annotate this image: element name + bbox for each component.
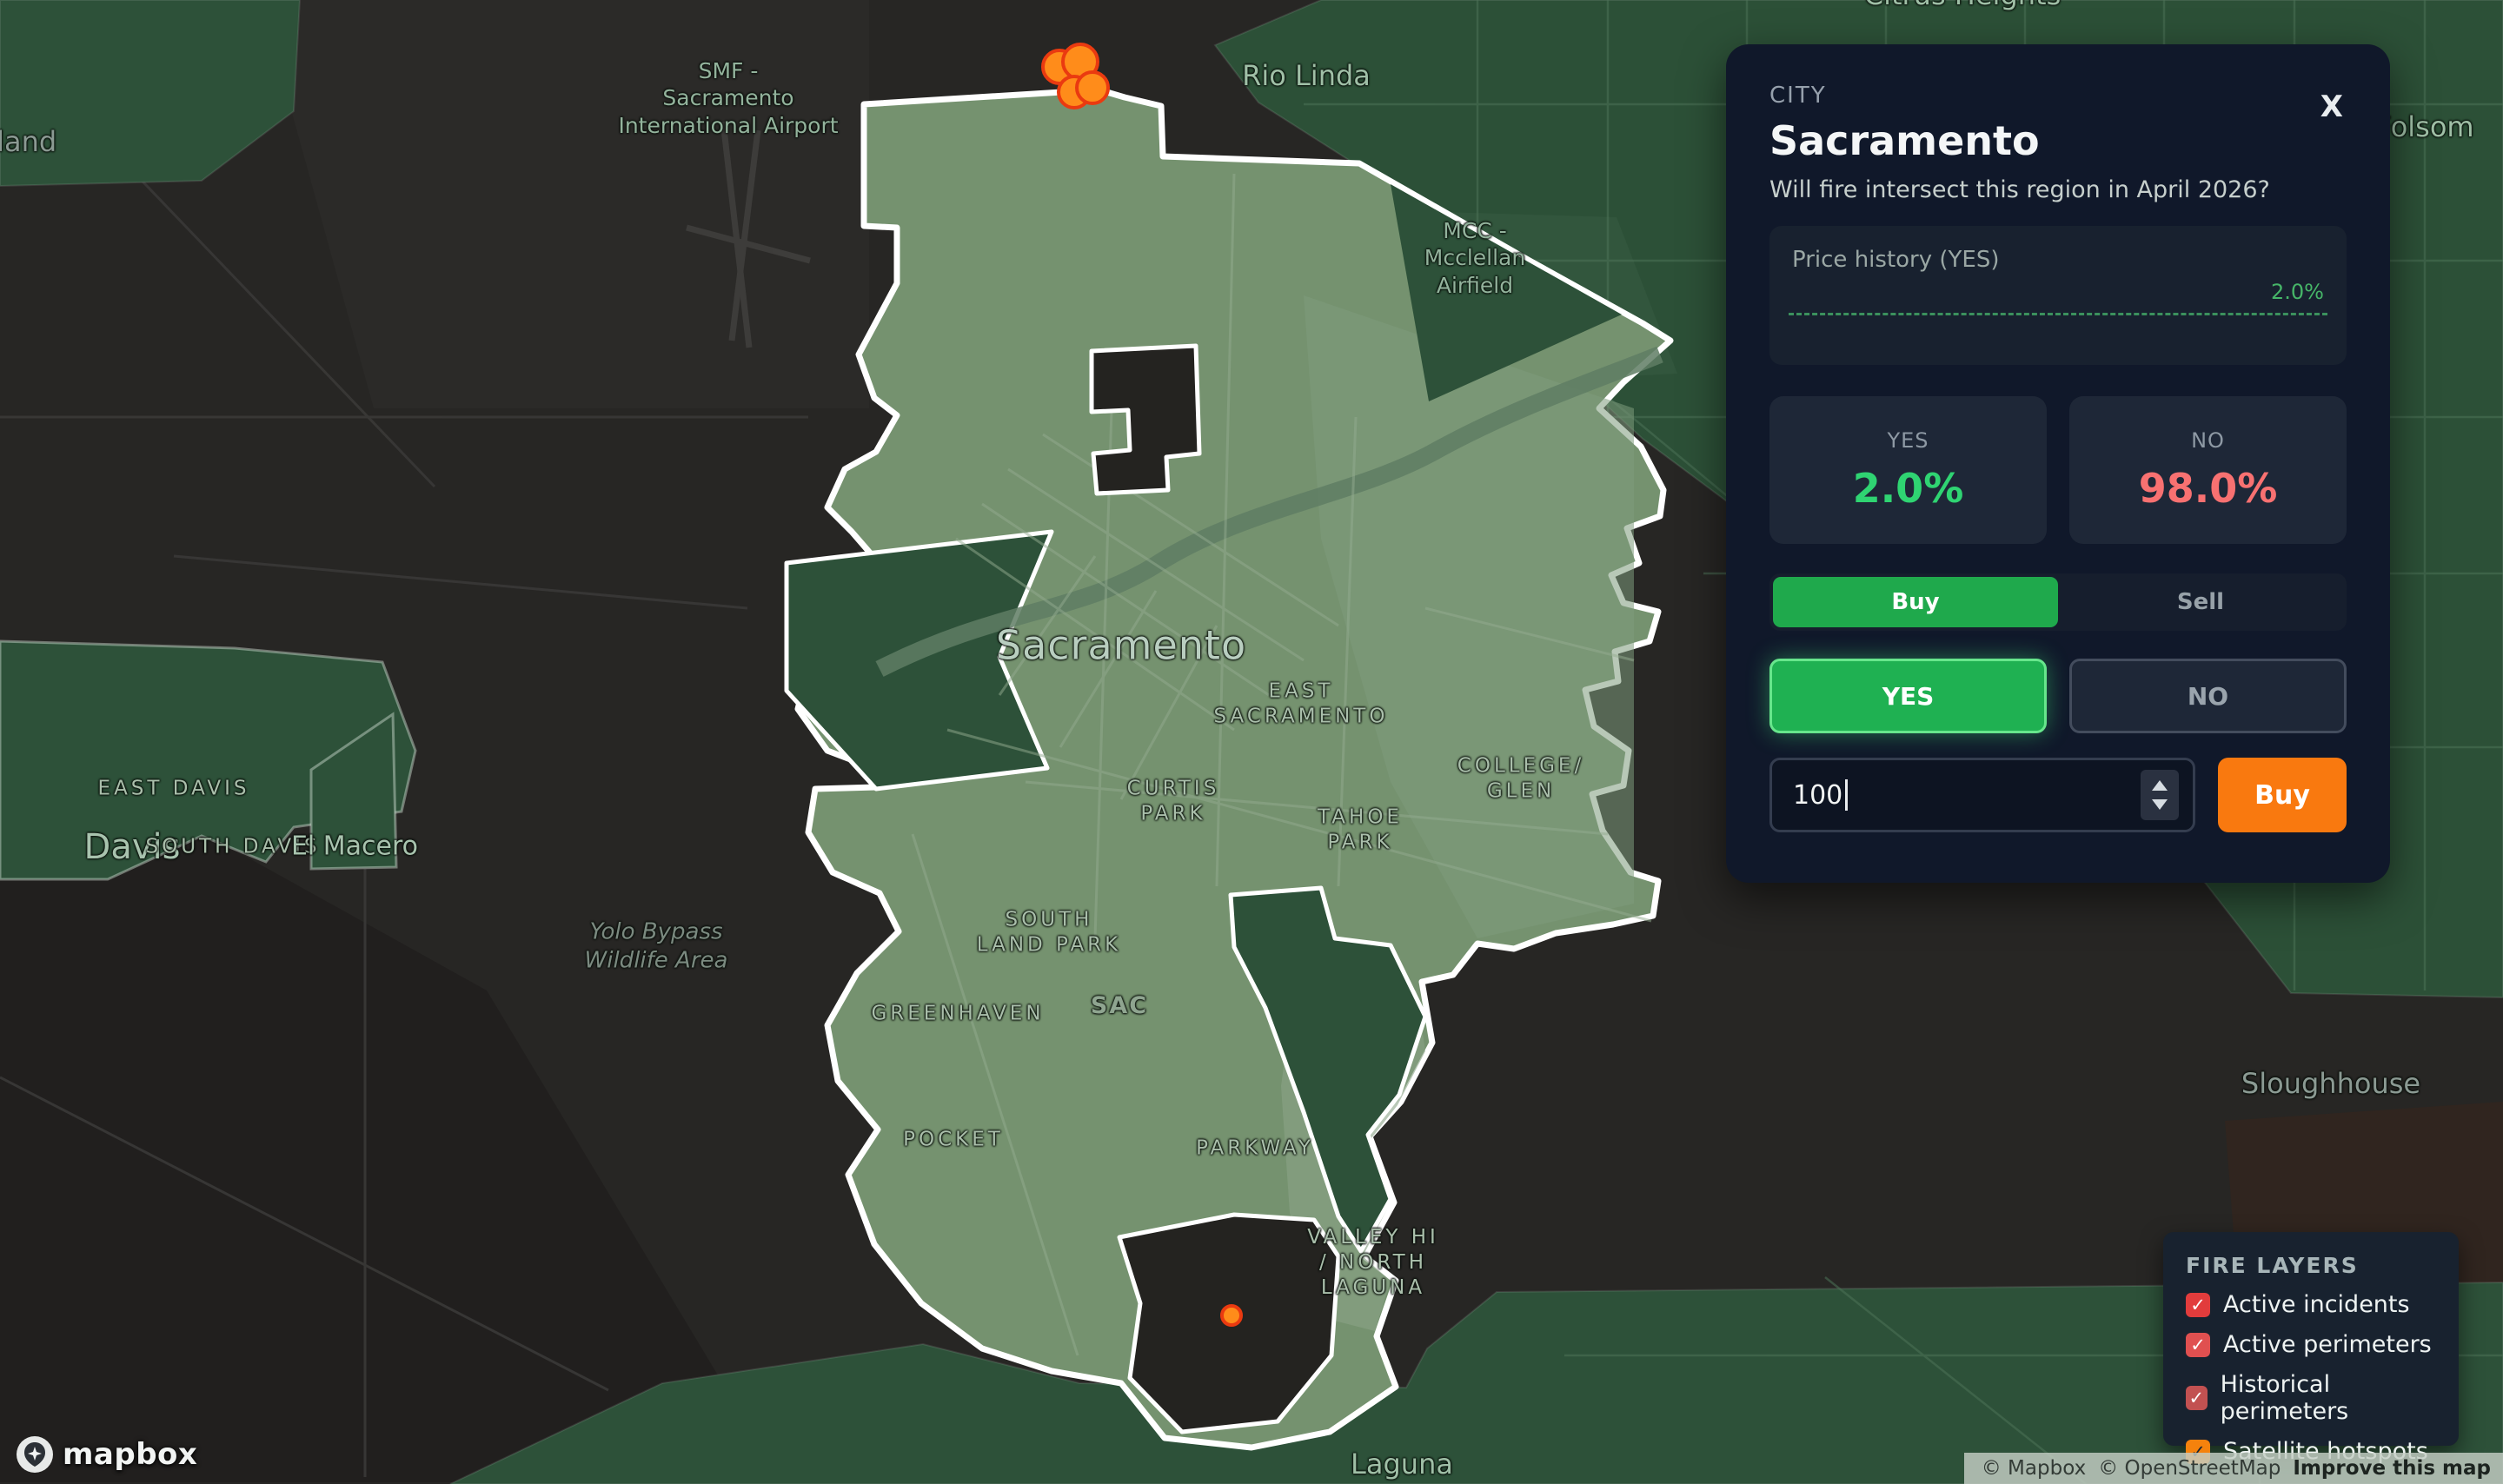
- improve-map-link[interactable]: Improve this map: [2293, 1457, 2491, 1480]
- outcome-value: 98.0%: [2138, 465, 2278, 512]
- outcome-box-no: NO 98.0%: [2069, 396, 2347, 544]
- market-panel: CITY X Sacramento Will fire intersect th…: [1726, 44, 2390, 883]
- mapbox-attribution[interactable]: © Mapbox: [1981, 1457, 2087, 1480]
- outcome-label: YES: [1887, 428, 1929, 453]
- outcome-value: 2.0%: [1852, 465, 1964, 512]
- side-button-no[interactable]: NO: [2069, 659, 2347, 733]
- quantity-stepper[interactable]: [2141, 770, 2179, 820]
- mapbox-logo[interactable]: mapbox: [16, 1435, 197, 1474]
- fire-layer-row: ✓ Active incidents: [2186, 1291, 2436, 1318]
- side-button-yes[interactable]: YES: [1769, 659, 2047, 733]
- mapbox-logo-icon: [17, 1436, 53, 1473]
- stepper-down-icon[interactable]: [2152, 799, 2168, 810]
- quantity-input[interactable]: 100: [1769, 758, 2195, 832]
- fire-layers-panel: FIRE LAYERS ✓ Active incidents ✓ Active per…: [2163, 1232, 2459, 1465]
- fire-layer-row: ✓ Active perimeters: [2186, 1331, 2436, 1358]
- hotspot-marker[interactable]: [1220, 1304, 1243, 1327]
- fire-layer-label: Active incidents: [2223, 1291, 2410, 1318]
- tab-buy[interactable]: Buy: [1773, 577, 2058, 627]
- tab-sell[interactable]: Sell: [2176, 589, 2225, 615]
- checkbox-historical-perimeters[interactable]: ✓: [2186, 1386, 2208, 1410]
- outcome-box-yes: YES 2.0%: [1769, 396, 2047, 544]
- category-label: CITY: [1769, 83, 1827, 109]
- stepper-up-icon[interactable]: [2152, 780, 2168, 791]
- hotspot-marker[interactable]: [1075, 70, 1110, 105]
- panel-title: Sacramento: [1769, 117, 2040, 164]
- side-buttons: YES NO: [1769, 659, 2347, 733]
- checkbox-active-incidents[interactable]: ✓: [2186, 1292, 2210, 1317]
- osm-attribution[interactable]: © OpenStreetMap: [2098, 1457, 2281, 1480]
- market-question: Will fire intersect this region in April…: [1769, 176, 2270, 203]
- fire-layer-label: Active perimeters: [2223, 1331, 2432, 1358]
- fire-layer-row: ✓ Historical perimeters: [2186, 1371, 2436, 1425]
- submit-buy-button[interactable]: Buy: [2218, 758, 2347, 832]
- chart-current-value: 2.0%: [2271, 280, 2324, 304]
- fire-layers-title: FIRE LAYERS: [2186, 1253, 2359, 1278]
- close-icon[interactable]: X: [2320, 89, 2343, 124]
- quantity-value: 100: [1793, 779, 1843, 811]
- text-caret: [1845, 779, 1849, 811]
- outcome-label: NO: [2191, 428, 2225, 453]
- price-history-chart: Price history (YES) 2.0%: [1769, 226, 2347, 365]
- chart-title: Price history (YES): [1792, 247, 2000, 273]
- fire-layers-list: ✓ Active incidents ✓ Active perimeters ✓ Hist…: [2186, 1291, 2436, 1465]
- fire-layer-label: Historical perimeters: [2220, 1371, 2349, 1425]
- chart-line: [1789, 313, 2327, 315]
- outcome-boxes: YES 2.0% NO 98.0%: [1769, 396, 2347, 544]
- map-attribution: © Mapbox © OpenStreetMap Improve this ma…: [1963, 1453, 2503, 1484]
- trade-tabs: Buy Sell: [1769, 573, 2347, 631]
- checkbox-active-perimeters[interactable]: ✓: [2186, 1332, 2210, 1357]
- mapbox-logo-text: mapbox: [63, 1437, 198, 1472]
